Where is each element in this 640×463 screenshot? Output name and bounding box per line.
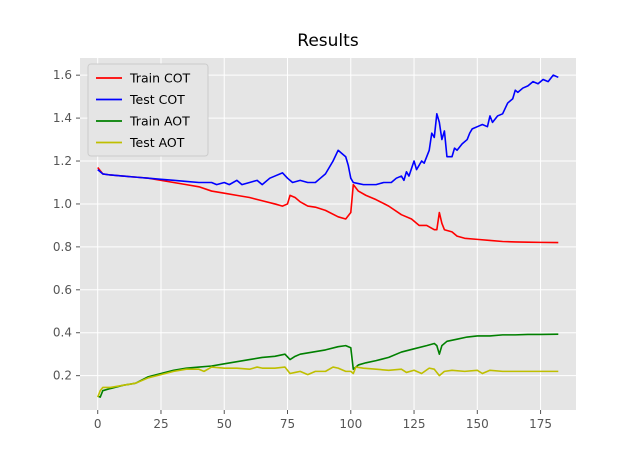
y-tick-label: 0.2 — [53, 369, 72, 383]
chart-title: Results — [297, 31, 359, 51]
x-tick-label: 25 — [153, 417, 168, 431]
x-tick-label: 75 — [280, 417, 295, 431]
legend-box — [87, 63, 209, 157]
series-lines — [96, 74, 559, 398]
series-line-train-cot — [97, 166, 559, 244]
grid — [80, 58, 576, 410]
y-tick-label: 1.6 — [53, 68, 72, 82]
x-tick-label: 150 — [466, 417, 489, 431]
y-axis-ticks: 0.2 0.4 0.6 0.8 1.0 1.2 1.4 1.6 — [53, 68, 80, 383]
y-tick-label: 1.0 — [53, 197, 72, 211]
legend-label-test-aot: Test AOT — [129, 135, 185, 150]
x-axis-ticks: 0 25 50 75 100 125 150 175 — [94, 410, 552, 431]
legend-label-train-cot: Train COT — [129, 71, 191, 86]
legend: Train COT Test COT Train AOT Test AOT — [87, 63, 209, 157]
x-tick-label: 125 — [403, 417, 426, 431]
x-tick-label: 175 — [529, 417, 552, 431]
x-tick-label: 0 — [94, 417, 102, 431]
y-tick-label: 1.4 — [53, 111, 72, 125]
y-tick-label: 1.2 — [53, 154, 72, 168]
x-tick-label: 100 — [339, 417, 362, 431]
legend-label-train-aot: Train AOT — [129, 114, 190, 129]
y-tick-label: 0.8 — [53, 240, 72, 254]
y-tick-label: 0.4 — [53, 326, 72, 340]
series-line-train-aot — [97, 333, 559, 398]
series-line-test-aot — [96, 366, 559, 398]
series-line-test-cot — [97, 74, 559, 186]
x-tick-label: 50 — [217, 417, 232, 431]
y-tick-label: 0.6 — [53, 283, 72, 297]
legend-label-test-cot: Test COT — [129, 92, 185, 107]
